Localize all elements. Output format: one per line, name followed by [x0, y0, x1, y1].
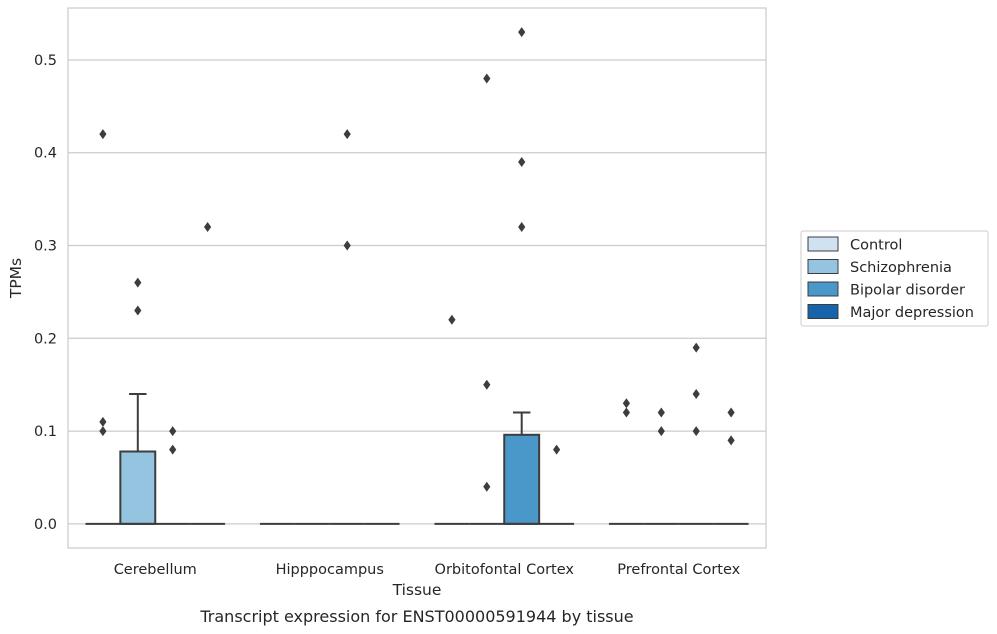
outlier-point — [483, 379, 491, 390]
outlier-point — [622, 407, 630, 418]
box-series — [85, 392, 749, 525]
legend-entry: Control — [850, 238, 902, 254]
outlier-point — [169, 444, 177, 455]
outlier-point — [134, 305, 142, 316]
x-tick-label: Hipppocampus — [276, 562, 384, 578]
outlier-point — [518, 27, 526, 38]
box-body — [503, 433, 541, 525]
outlier-points — [99, 27, 735, 492]
legend-entry: Major depression — [850, 305, 974, 321]
outlier-point — [622, 398, 630, 409]
legend-entry: Bipolar disorder — [850, 283, 965, 299]
outlier-point — [99, 426, 107, 437]
legend-swatch — [807, 259, 839, 274]
outlier-point — [692, 388, 700, 399]
outlier-point — [343, 240, 351, 251]
y-tick-label: 0.1 — [34, 424, 57, 440]
y-tick-labels: 0.0 0.1 0.2 0.3 0.4 0.5 — [34, 53, 57, 533]
outlier-point — [99, 129, 107, 140]
outlier-point — [657, 426, 665, 437]
outlier-point — [483, 73, 491, 84]
plot-frame — [67, 7, 767, 549]
y-tick-label: 0.2 — [34, 331, 57, 347]
legend-entry: Schizophrenia — [850, 260, 952, 276]
box-schizophrenia — [119, 392, 157, 525]
outlier-point — [134, 277, 142, 288]
outlier-point — [99, 416, 107, 427]
chart-caption: Transcript expression for ENST0000059194… — [199, 607, 633, 626]
outlier-point — [553, 444, 561, 455]
outlier-point — [483, 481, 491, 492]
legend-swatch — [807, 281, 839, 297]
outlier-point — [448, 314, 456, 325]
y-tick-label: 0.3 — [34, 239, 57, 255]
legend-frame — [800, 230, 989, 327]
y-tick-label: 0.0 — [34, 517, 57, 533]
legend: Control Schizophrenia Bipolar disorder Majo… — [800, 230, 989, 327]
box-bipolar-disorder — [503, 411, 541, 525]
outlier-point — [692, 426, 700, 437]
outlier-point — [727, 407, 735, 418]
outlier-point — [727, 435, 735, 446]
outlier-point — [169, 426, 177, 437]
legend-swatch — [807, 236, 839, 252]
x-tick-label: Prefrontal Cortex — [617, 562, 740, 578]
y-tick-label: 0.4 — [34, 146, 57, 162]
outlier-point — [518, 157, 526, 168]
outlier-point — [518, 221, 526, 232]
x-tick-label: Orbitofontal Cortex — [435, 562, 575, 578]
x-axis-label: Tissue — [392, 581, 442, 599]
y-axis-label: TPMs — [7, 258, 25, 299]
outlier-point — [343, 129, 351, 140]
x-tick-label: Cerebellum — [114, 562, 197, 578]
x-tick-labels: Cerebellum Hipppocampus Orbitofontal Corte… — [114, 562, 741, 578]
outlier-point — [692, 342, 700, 353]
outlier-point — [204, 221, 212, 232]
y-tick-label: 0.5 — [34, 53, 57, 69]
legend-swatch — [807, 304, 839, 319]
box-body — [119, 450, 157, 525]
outlier-point — [657, 407, 665, 418]
